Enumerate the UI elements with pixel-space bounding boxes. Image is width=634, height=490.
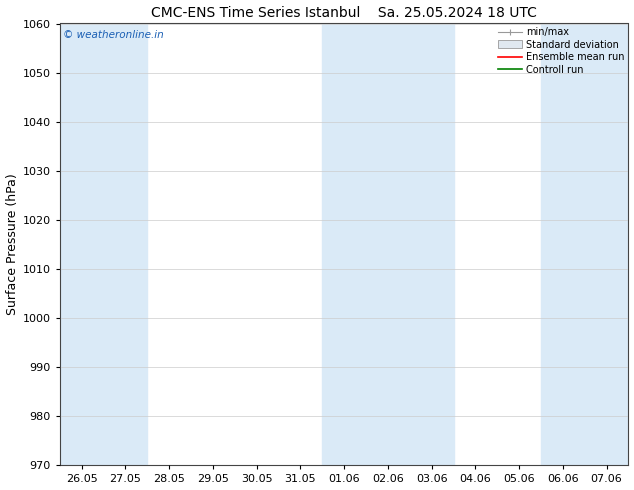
Title: CMC-ENS Time Series Istanbul    Sa. 25.05.2024 18 UTC: CMC-ENS Time Series Istanbul Sa. 25.05.2…	[152, 5, 537, 20]
Bar	[410, 24, 453, 465]
Y-axis label: Surface Pressure (hPa): Surface Pressure (hPa)	[6, 173, 18, 316]
Bar	[585, 24, 628, 465]
Bar	[60, 24, 103, 465]
Bar	[541, 24, 585, 465]
Legend: min/max, Standard deviation, Ensemble mean run, Controll run: min/max, Standard deviation, Ensemble me…	[496, 25, 626, 76]
Bar	[322, 24, 366, 465]
Text: © weatheronline.in: © weatheronline.in	[63, 30, 164, 40]
Bar	[103, 24, 147, 465]
Bar	[366, 24, 410, 465]
